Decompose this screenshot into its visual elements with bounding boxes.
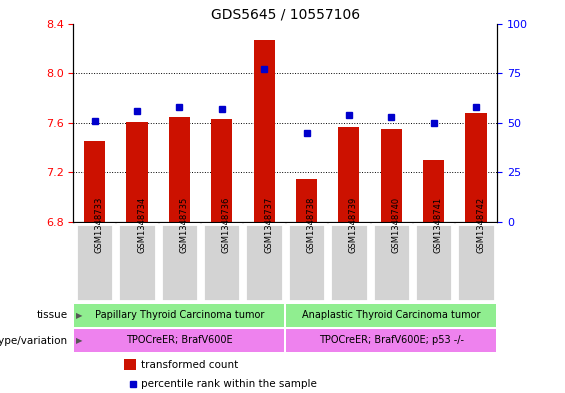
Text: Papillary Thyroid Carcinoma tumor: Papillary Thyroid Carcinoma tumor bbox=[95, 310, 264, 320]
Bar bbox=[211, 119, 232, 222]
Bar bbox=[254, 40, 275, 222]
FancyBboxPatch shape bbox=[415, 224, 452, 301]
Text: ▶: ▶ bbox=[76, 336, 83, 345]
FancyBboxPatch shape bbox=[458, 224, 495, 301]
Text: GSM1348741: GSM1348741 bbox=[434, 197, 442, 253]
Text: GSM1348742: GSM1348742 bbox=[476, 197, 485, 253]
FancyBboxPatch shape bbox=[245, 224, 283, 301]
Text: tissue: tissue bbox=[37, 310, 68, 320]
Bar bbox=[423, 160, 444, 222]
FancyBboxPatch shape bbox=[119, 224, 155, 301]
Text: transformed count: transformed count bbox=[141, 360, 238, 370]
Text: GSM1348733: GSM1348733 bbox=[95, 197, 103, 253]
Text: ▶: ▶ bbox=[76, 311, 83, 320]
FancyBboxPatch shape bbox=[76, 224, 113, 301]
Text: TPOCreER; BrafV600E: TPOCreER; BrafV600E bbox=[126, 335, 233, 345]
Bar bbox=[84, 141, 105, 222]
Bar bbox=[381, 129, 402, 222]
Text: GSM1348736: GSM1348736 bbox=[221, 197, 231, 253]
Bar bbox=[466, 113, 486, 222]
Bar bbox=[169, 117, 190, 222]
Text: genotype/variation: genotype/variation bbox=[0, 336, 68, 346]
Bar bbox=[124, 359, 136, 370]
Bar bbox=[296, 179, 317, 222]
Text: GSM1348735: GSM1348735 bbox=[179, 197, 188, 253]
Bar bbox=[75, 304, 285, 327]
Bar bbox=[127, 121, 147, 222]
FancyBboxPatch shape bbox=[372, 224, 410, 301]
Text: GSM1348734: GSM1348734 bbox=[137, 197, 146, 253]
Bar bbox=[75, 329, 285, 353]
Text: Anaplastic Thyroid Carcinoma tumor: Anaplastic Thyroid Carcinoma tumor bbox=[302, 310, 480, 320]
Text: percentile rank within the sample: percentile rank within the sample bbox=[141, 379, 317, 389]
Text: GSM1348737: GSM1348737 bbox=[264, 197, 273, 253]
FancyBboxPatch shape bbox=[330, 224, 367, 301]
FancyBboxPatch shape bbox=[203, 224, 241, 301]
Bar bbox=[286, 304, 496, 327]
Bar bbox=[338, 127, 359, 222]
Text: GSM1348738: GSM1348738 bbox=[306, 197, 315, 253]
Bar bbox=[286, 329, 496, 353]
Title: GDS5645 / 10557106: GDS5645 / 10557106 bbox=[211, 7, 360, 21]
FancyBboxPatch shape bbox=[288, 224, 325, 301]
Text: TPOCreER; BrafV600E; p53 -/-: TPOCreER; BrafV600E; p53 -/- bbox=[319, 335, 464, 345]
Text: GSM1348739: GSM1348739 bbox=[349, 197, 358, 253]
FancyBboxPatch shape bbox=[161, 224, 198, 301]
Text: GSM1348740: GSM1348740 bbox=[391, 197, 400, 253]
